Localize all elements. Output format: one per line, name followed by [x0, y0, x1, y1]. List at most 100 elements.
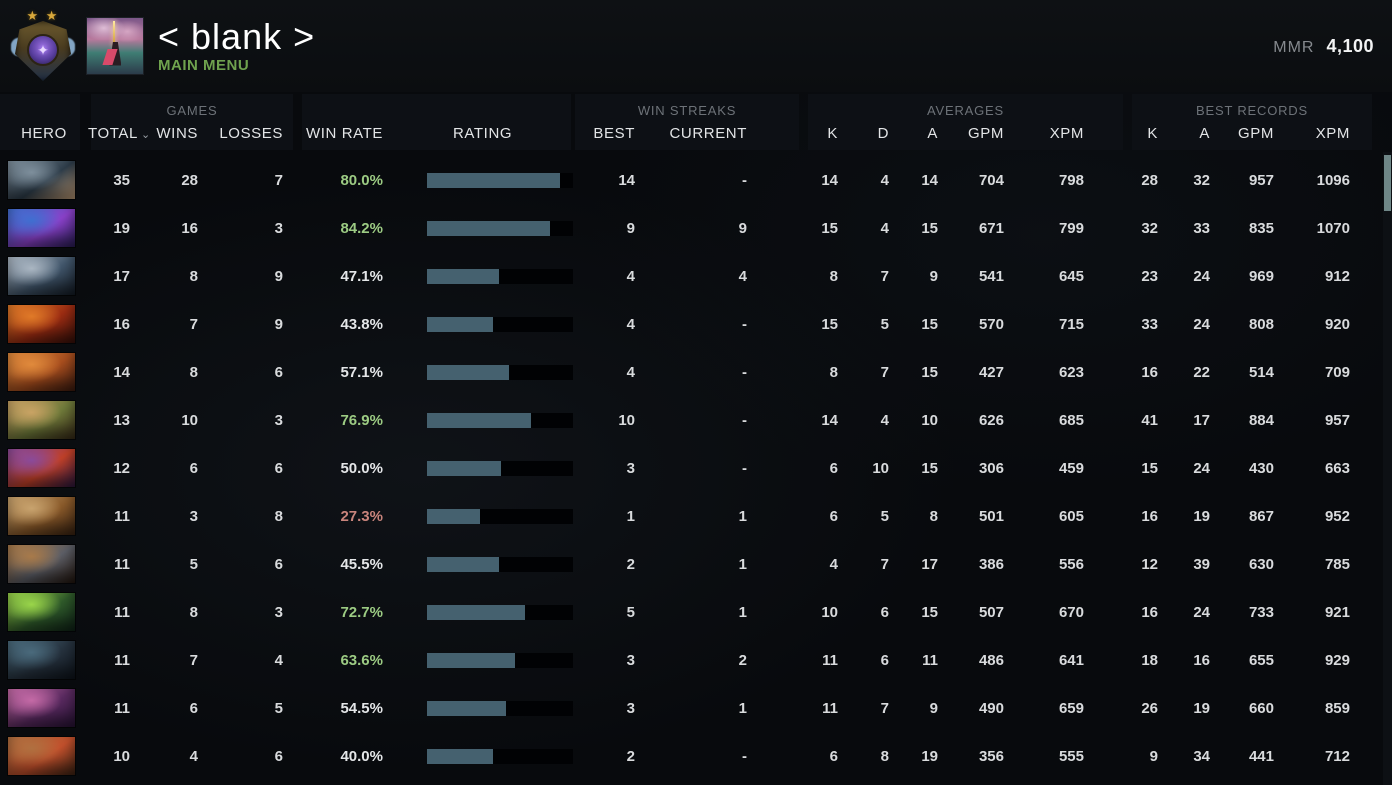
hero-portrait-sven-icon[interactable]	[8, 257, 75, 295]
column-header-best-xpm[interactable]: XPM	[1315, 125, 1350, 142]
table-row[interactable]: 14 8 6 57.1% 4 - 8 7 15 427 623 16 22 514 709	[0, 348, 1392, 396]
hero-portrait-bristleback-icon[interactable]	[8, 353, 75, 391]
column-header-avg-xpm[interactable]: XPM	[1049, 125, 1084, 142]
column-header-best-k[interactable]: K	[1147, 125, 1158, 142]
hero-portrait-night-stalker-icon[interactable]	[8, 449, 75, 487]
column-header-avg-a[interactable]: A	[927, 125, 938, 142]
avg-deaths-cell: 4	[880, 219, 889, 237]
streak-best-cell: 14	[618, 171, 635, 189]
table-row[interactable]: 13 10 3 76.9% 10 - 14 4 10 626 685 41 17 884 957	[0, 396, 1392, 444]
best-assists-cell: 33	[1193, 219, 1210, 237]
table-row[interactable]: 12 6 6 50.0% 3 - 6 10 15 306 459 15 24 430 663	[0, 444, 1392, 492]
streak-current-cell: -	[742, 171, 747, 189]
column-header-streak-current[interactable]: CURRENT	[669, 125, 747, 142]
avg-xpm-cell: 623	[1058, 363, 1084, 381]
column-header-best-a[interactable]: A	[1199, 125, 1210, 142]
table-row[interactable]: 10 4 6 40.0% 2 - 6 8 19 356 555 9 34 441 712	[0, 732, 1392, 780]
avg-gpm-cell: 486	[978, 651, 1004, 669]
table-header: GAMES WIN STREAKS AVERAGES BEST RECORDS …	[0, 92, 1392, 152]
best-gpm-cell: 441	[1248, 747, 1274, 765]
hero-portrait-templar-assassin-icon[interactable]	[8, 689, 75, 727]
avg-gpm-cell: 427	[978, 363, 1004, 381]
best-xpm-cell: 785	[1324, 555, 1350, 573]
column-header-wins[interactable]: WINS	[156, 125, 198, 142]
column-header-total[interactable]: TOTAL ⌄	[88, 125, 151, 142]
column-header-rating[interactable]: RATING	[453, 125, 513, 142]
losses-cell: 3	[274, 411, 283, 429]
hero-cell	[0, 641, 88, 679]
best-xpm-cell: 663	[1324, 459, 1350, 477]
hero-cell	[0, 401, 88, 439]
table-row[interactable]: 19 16 3 84.2% 9 9 15 4 15 671 799 32 33 835 1070	[0, 204, 1392, 252]
losses-cell: 9	[274, 267, 283, 285]
scrollbar-track[interactable]	[1383, 152, 1392, 785]
rating-bar	[427, 268, 573, 284]
hero-portrait-monkey-king-icon[interactable]	[8, 401, 75, 439]
column-header-hero[interactable]: HERO	[21, 125, 67, 142]
best-records-group-title: BEST RECORDS	[1196, 103, 1308, 118]
scrollbar-thumb[interactable]	[1384, 155, 1391, 211]
best-kills-cell: 23	[1141, 267, 1158, 285]
avg-deaths-cell: 10	[872, 459, 889, 477]
best-kills-cell: 16	[1141, 603, 1158, 621]
avg-kills-cell: 6	[829, 507, 838, 525]
hero-portrait-ember-spirit-icon[interactable]	[8, 305, 75, 343]
hero-portrait-magnus-icon[interactable]	[8, 545, 75, 583]
avg-xpm-cell: 556	[1058, 555, 1084, 573]
losses-cell: 8	[274, 507, 283, 525]
column-header-avg-gpm[interactable]: GPM	[968, 125, 1004, 142]
column-header-losses[interactable]: LOSSES	[219, 125, 283, 142]
best-assists-cell: 19	[1193, 507, 1210, 525]
table-row[interactable]: 35 28 7 80.0% 14 - 14 4 14 704 798 28 32 957 1096	[0, 156, 1392, 204]
streak-current-cell: 1	[738, 507, 747, 525]
rank-stars: ★ ★	[26, 8, 60, 23]
column-header-win-rate[interactable]: WIN RATE	[305, 125, 383, 142]
rating-cell	[391, 316, 573, 332]
total-cell: 10	[113, 747, 130, 765]
column-header-avg-d[interactable]: D	[877, 125, 889, 142]
rank-medal-icon[interactable]: ★ ★ ✦	[10, 8, 76, 84]
avg-kills-cell: 6	[829, 747, 838, 765]
streak-best-cell: 3	[626, 459, 635, 477]
losses-cell: 6	[274, 555, 283, 573]
hero-portrait-puck-icon[interactable]	[8, 209, 75, 247]
avg-deaths-cell: 7	[880, 267, 889, 285]
player-avatar[interactable]	[86, 17, 144, 75]
best-kills-cell: 18	[1141, 651, 1158, 669]
avg-xpm-cell: 605	[1058, 507, 1084, 525]
column-header-best-gpm[interactable]: GPM	[1238, 125, 1274, 142]
table-row[interactable]: 11 8 3 72.7% 5 1 10 6 15 507 670 16 24 733 921	[0, 588, 1392, 636]
best-xpm-cell: 921	[1324, 603, 1350, 621]
best-gpm-cell: 808	[1248, 315, 1274, 333]
table-row[interactable]: 11 5 6 45.5% 2 1 4 7 17 386 556 12 39 630 785	[0, 540, 1392, 588]
table-row[interactable]: 11 6 5 54.5% 3 1 11 7 9 490 659 26 19 660 859	[0, 684, 1392, 732]
table-row[interactable]: 16 7 9 43.8% 4 - 15 5 15 570 715 33 24 808 920	[0, 300, 1392, 348]
table-row[interactable]: 11 7 4 63.6% 3 2 11 6 11 486 641 18 16 655 929	[0, 636, 1392, 684]
avg-xpm-cell: 798	[1058, 171, 1084, 189]
hero-portrait-wraith-king-icon[interactable]	[8, 593, 75, 631]
streak-current-cell: 9	[738, 219, 747, 237]
column-header-avg-k[interactable]: K	[827, 125, 838, 142]
best-xpm-cell: 1096	[1316, 171, 1350, 189]
best-assists-cell: 32	[1193, 171, 1210, 189]
mmr-label: MMR	[1273, 39, 1315, 56]
total-cell: 12	[113, 459, 130, 477]
column-header-streak-best[interactable]: BEST	[593, 125, 635, 142]
best-assists-cell: 39	[1193, 555, 1210, 573]
win-rate-cell: 63.6%	[340, 651, 383, 669]
avg-assists-cell: 15	[921, 363, 938, 381]
streak-current-cell: 1	[738, 603, 747, 621]
table-row[interactable]: 11 3 8 27.3% 1 1 6 5 8 501 605 16 19 867 952	[0, 492, 1392, 540]
best-xpm-cell: 1070	[1316, 219, 1350, 237]
wins-cell: 10	[181, 411, 198, 429]
total-cell: 17	[113, 267, 130, 285]
hero-portrait-sand-king-icon[interactable]	[8, 497, 75, 535]
games-group-title: GAMES	[166, 103, 218, 118]
hero-portrait-earthshaker-icon[interactable]	[8, 737, 75, 775]
main-menu-label[interactable]: MAIN MENU	[158, 57, 250, 75]
total-cell: 13	[113, 411, 130, 429]
table-row[interactable]: 17 8 9 47.1% 4 4 8 7 9 541 645 23 24 969 912	[0, 252, 1392, 300]
hero-portrait-legion-commander-icon[interactable]	[8, 641, 75, 679]
hero-portrait-kunkka-icon[interactable]	[8, 161, 75, 199]
streak-best-cell: 9	[626, 219, 635, 237]
